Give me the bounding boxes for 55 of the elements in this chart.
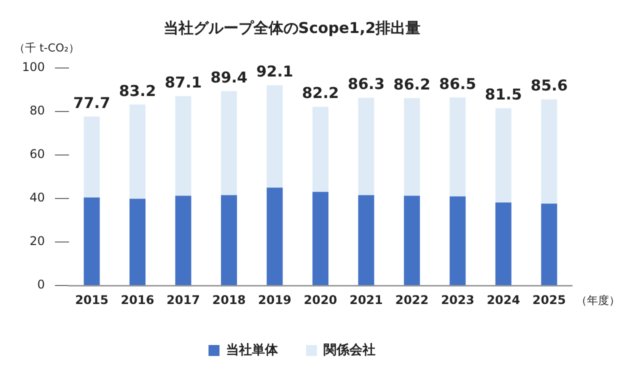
bar bbox=[450, 97, 466, 196]
bar bbox=[358, 98, 374, 196]
total-label: 82.2 bbox=[302, 84, 339, 102]
bar bbox=[312, 106, 328, 192]
x-axis-title: （年度） bbox=[576, 294, 620, 307]
total-label: 83.2 bbox=[119, 82, 156, 100]
bar bbox=[495, 108, 512, 202]
x-tick-label: 2024 bbox=[486, 292, 520, 307]
bar bbox=[450, 196, 466, 286]
x-tick-label: 2016 bbox=[120, 292, 154, 307]
x-tick-label: 2017 bbox=[166, 292, 200, 307]
bar bbox=[84, 116, 100, 198]
x-tick-label: 2023 bbox=[440, 292, 474, 307]
total-label: 77.7 bbox=[73, 94, 110, 112]
total-label: 86.3 bbox=[348, 75, 385, 94]
y-tick-label: 60 bbox=[30, 147, 45, 162]
bar bbox=[404, 196, 420, 286]
y-tick-label: 40 bbox=[30, 190, 45, 205]
bar bbox=[495, 202, 512, 286]
bar bbox=[84, 197, 100, 286]
bar bbox=[220, 195, 237, 286]
bar bbox=[130, 104, 146, 199]
bar bbox=[220, 91, 237, 196]
bar bbox=[541, 204, 558, 286]
bar bbox=[404, 98, 420, 196]
total-label: 85.6 bbox=[530, 76, 568, 95]
x-tick-label: 2015 bbox=[75, 292, 108, 307]
y-tick-label: 0 bbox=[37, 278, 45, 292]
x-tick-label: 2025 bbox=[532, 292, 566, 307]
total-label: 86.2 bbox=[393, 75, 430, 94]
y-tick-label: 20 bbox=[30, 234, 45, 248]
total-label: 87.1 bbox=[164, 73, 202, 92]
bar bbox=[266, 85, 283, 188]
y-tick-label: 80 bbox=[30, 104, 45, 118]
y-axis-title: （千 t-CO₂） bbox=[14, 41, 80, 54]
bar bbox=[541, 99, 558, 204]
bar bbox=[312, 192, 328, 286]
total-label: 89.4 bbox=[210, 68, 248, 86]
bar bbox=[175, 96, 192, 196]
x-tick-label: 2019 bbox=[258, 292, 292, 307]
y-tick-label: 100 bbox=[22, 60, 45, 74]
legend-label: 当社単体 bbox=[226, 342, 279, 358]
x-tick-label: 2021 bbox=[349, 292, 383, 307]
legend-label: 関係会社 bbox=[324, 342, 376, 358]
x-tick-label: 2018 bbox=[212, 292, 246, 307]
bar bbox=[266, 188, 283, 286]
x-tick-label: 2022 bbox=[395, 292, 429, 307]
bar bbox=[130, 198, 146, 286]
x-tick-label: 2020 bbox=[304, 292, 338, 307]
total-label: 86.5 bbox=[439, 74, 476, 93]
bar bbox=[358, 195, 374, 286]
bar bbox=[175, 196, 192, 286]
chart-title: 当社グループ全体のScope1,2排出量 bbox=[163, 18, 421, 37]
total-label: 81.5 bbox=[484, 86, 522, 104]
total-label: 92.1 bbox=[256, 62, 294, 81]
